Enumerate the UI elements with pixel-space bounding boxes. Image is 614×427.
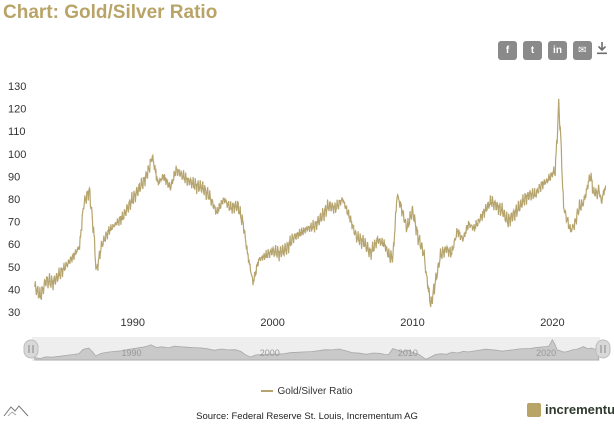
x-axis: 1990 2000 2010 2020	[120, 317, 564, 329]
linkedin-share-button[interactable]: in	[548, 41, 567, 60]
x-tick-label: 2020	[540, 317, 564, 329]
email-icon: ✉	[578, 45, 587, 56]
navigator[interactable]: 1990 2000 2010 2020	[0, 334, 614, 364]
y-tick-label: 40	[8, 284, 20, 296]
y-axis: 30 40 50 60 70 80 90 100 110 120 130	[8, 81, 26, 319]
download-icon	[597, 42, 607, 55]
y-tick-label: 130	[8, 81, 26, 93]
brand-name: incrementum	[545, 402, 614, 417]
y-tick-label: 100	[8, 149, 26, 161]
navigator-label: 1990	[121, 348, 141, 358]
y-tick-label: 110	[8, 126, 26, 138]
x-tick-label: 2000	[260, 317, 284, 329]
y-tick-label: 30	[8, 307, 20, 319]
navigator-labels: 1990 2000 2010 2020	[121, 348, 556, 358]
navigator-area	[34, 338, 599, 361]
share-toolbar: f t in ✉	[498, 41, 592, 61]
x-tick-label: 1990	[120, 317, 144, 329]
page-title: Chart: Gold/Silver Ratio	[3, 2, 218, 23]
y-tick-label: 90	[8, 171, 20, 183]
facebook-icon: f	[505, 45, 510, 56]
facebook-share-button[interactable]: f	[498, 41, 517, 60]
navigator-left-handle[interactable]	[23, 339, 39, 359]
linkedin-icon: in	[553, 45, 562, 56]
navigator-label: 2010	[398, 348, 418, 358]
legend-swatch	[261, 390, 274, 393]
legend[interactable]: Gold/Silver Ratio	[0, 386, 614, 397]
navigator-right-handle[interactable]	[595, 339, 611, 359]
y-tick-label: 60	[8, 239, 20, 251]
navigator-label: 2020	[536, 348, 556, 358]
mountain-logo-icon	[3, 405, 29, 417]
chart-svg: 30 40 50 60 70 80 90 100 110 120 130 1990 2000 2010 2…	[8, 81, 607, 329]
incrementum-logo-icon	[527, 402, 541, 417]
gold-silver-ratio-line[interactable]	[34, 98, 607, 308]
y-tick-label: 80	[8, 194, 20, 206]
legend-label: Gold/Silver Ratio	[277, 386, 353, 397]
brand-logo: incrementum	[527, 402, 614, 417]
twitter-icon: t	[530, 45, 535, 56]
y-tick-label: 70	[8, 217, 20, 229]
navigator-label: 2000	[260, 348, 280, 358]
email-share-button[interactable]: ✉	[573, 41, 592, 60]
x-tick-label: 2010	[400, 317, 424, 329]
source-note: Source: Federal Reserve St. Louis, Incre…	[196, 411, 418, 422]
twitter-share-button[interactable]: t	[523, 41, 542, 60]
y-tick-label: 50	[8, 262, 20, 274]
download-button[interactable]	[596, 41, 612, 59]
y-tick-label: 120	[8, 104, 26, 116]
